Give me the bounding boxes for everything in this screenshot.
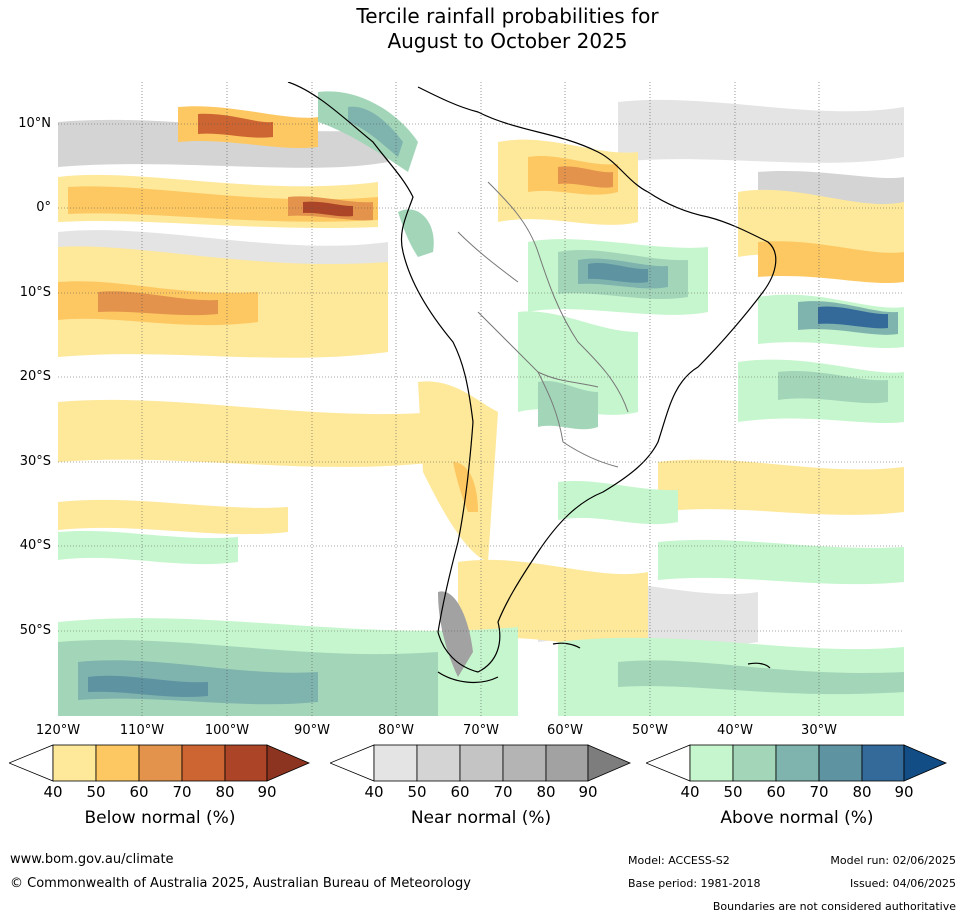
country-borders — [457, 181, 629, 468]
footer-model-run: Model run: 02/06/2025 — [830, 854, 956, 867]
footer-disclaimer: Boundaries are not considered authoritat… — [712, 900, 956, 913]
colorbar-below-cell-40 — [52, 744, 97, 782]
colorbar-near-tick: 60 — [450, 783, 470, 801]
colorbar-above-cell-80 — [861, 744, 905, 782]
lat-label-30s: 30°S — [19, 454, 51, 469]
lat-label-40s: 40°S — [19, 538, 51, 553]
colorbar-below-cell-70 — [181, 744, 226, 782]
lat-label-50s: 50°S — [19, 623, 51, 638]
title-line-1: Tercile rainfall probabilities for — [356, 4, 659, 28]
colorbar-below-cell-50 — [95, 744, 140, 782]
lon-label-100w: 100°W — [204, 723, 250, 738]
probability-map — [58, 82, 904, 716]
colorbar-above-tick: 70 — [809, 783, 829, 801]
colorbar-above-tick: 40 — [680, 783, 700, 801]
colorbar-below-arrow-left — [9, 744, 54, 782]
colorbar-below-tick: 90 — [257, 783, 277, 801]
colorbar-above-tick: 80 — [852, 783, 872, 801]
colorbar-below-tick: 60 — [129, 783, 149, 801]
lon-label-80w: 80°W — [378, 723, 414, 738]
lat-label-20s: 20°S — [19, 369, 51, 384]
colorbar-above-cell-60 — [775, 744, 820, 782]
lat-label-10n: 10°N — [18, 116, 51, 131]
lon-label-30w: 30°W — [801, 723, 837, 738]
colorbar-near-tick: 40 — [364, 783, 384, 801]
colorbar-above-cell-70 — [818, 744, 863, 782]
colorbar-below-normal — [9, 744, 311, 782]
colorbar-above-tick: 50 — [723, 783, 743, 801]
colorbar-above-tick: 90 — [894, 783, 914, 801]
lon-label-70w: 70°W — [463, 723, 499, 738]
footer-model: Model: ACCESS-S2 — [628, 854, 730, 867]
graticule — [58, 82, 904, 716]
colorbar-near-tick: 90 — [578, 783, 598, 801]
colorbar-below-cell-80 — [224, 744, 268, 782]
coastlines — [287, 82, 777, 683]
colorbar-near-tick: 70 — [493, 783, 513, 801]
colorbar-below-arrow-right — [266, 744, 311, 782]
colorbar-above-cell-40 — [689, 744, 734, 782]
map-title: Tercile rainfall probabilities for Augus… — [0, 4, 965, 54]
colorbar-above-tick: 60 — [766, 783, 786, 801]
lat-label-10s: 10°S — [19, 285, 51, 300]
footer-copyright: © Commonwealth of Australia 2025, Austra… — [10, 876, 471, 891]
colorbar-below-tick: 80 — [215, 783, 235, 801]
colorbar-near-cell-60 — [459, 744, 504, 782]
probability-shading — [58, 91, 904, 716]
colorbar-below-tick: 40 — [43, 783, 63, 801]
colorbar-above-arrow-right — [903, 744, 948, 782]
footer-base-period: Base period: 1981-2018 — [628, 877, 761, 890]
colorbar-near-tick: 80 — [536, 783, 556, 801]
footer-url: www.bom.gov.au/climate — [10, 852, 174, 867]
map-canvas — [58, 82, 904, 716]
colorbar-near-cell-80 — [545, 744, 589, 782]
title-line-2: August to October 2025 — [387, 29, 628, 53]
lon-label-90w: 90°W — [294, 723, 330, 738]
lon-label-40w: 40°W — [717, 723, 753, 738]
colorbar-near-cell-70 — [502, 744, 547, 782]
lon-label-50w: 50°W — [632, 723, 668, 738]
colorbar-near-cell-50 — [416, 744, 461, 782]
colorbar-near-tick: 50 — [407, 783, 427, 801]
colorbar-near-arrow-right — [587, 744, 632, 782]
colorbar-below-tick: 50 — [86, 783, 106, 801]
colorbar-below-title: Below normal (%) — [84, 808, 236, 828]
lat-label-0: 0° — [36, 200, 51, 215]
colorbar-near-arrow-left — [330, 744, 375, 782]
colorbar-near-normal — [330, 744, 632, 782]
lon-label-120w: 120°W — [35, 723, 81, 738]
footer-issued: Issued: 04/06/2025 — [849, 877, 956, 890]
colorbar-below-tick: 70 — [172, 783, 192, 801]
lon-label-110w: 110°W — [119, 723, 165, 738]
colorbar-above-normal — [646, 744, 948, 782]
colorbar-above-title: Above normal (%) — [720, 808, 874, 828]
colorbar-near-title: Near normal (%) — [410, 808, 552, 828]
colorbar-above-arrow-left — [646, 744, 691, 782]
colorbar-above-cell-50 — [732, 744, 777, 782]
colorbar-near-cell-40 — [373, 744, 418, 782]
lon-label-60w: 60°W — [547, 723, 583, 738]
colorbar-below-cell-60 — [138, 744, 183, 782]
